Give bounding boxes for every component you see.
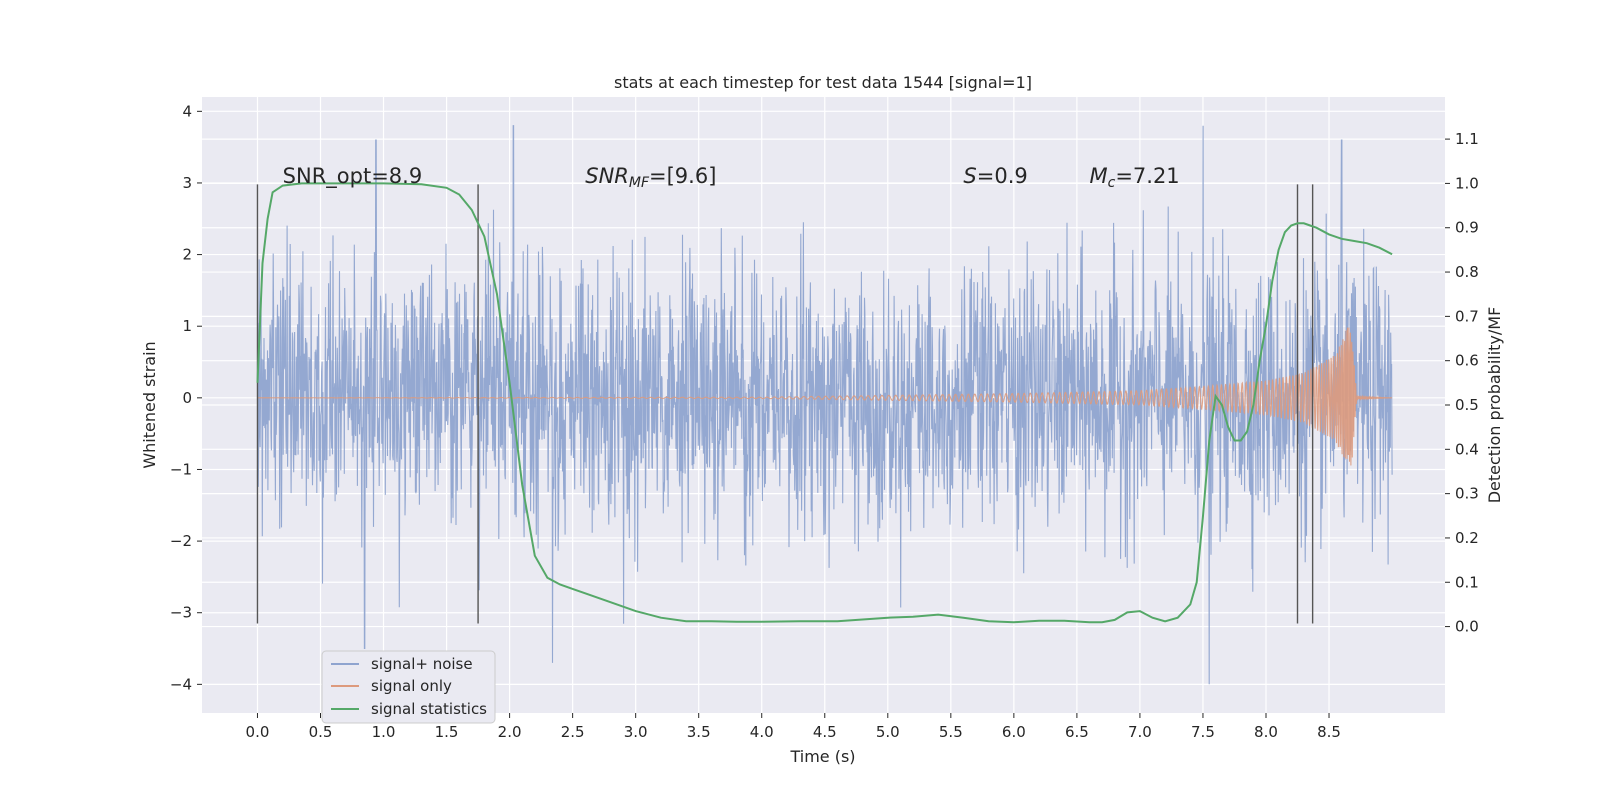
x-tick-label: 5.0: [876, 723, 900, 741]
annotation-snr-opt: SNR_opt=8.9: [283, 164, 423, 189]
x-tick-label: 0.5: [309, 723, 333, 741]
x-tick-label: 8.5: [1317, 723, 1341, 741]
y-axis-right-label: Detection probability/MF: [1485, 307, 1504, 504]
y-left-tick-label: 0: [182, 389, 192, 407]
x-tick-label: 6.5: [1065, 723, 1089, 741]
y-right-tick-label: 1.1: [1455, 130, 1479, 148]
x-tick-label: 5.5: [939, 723, 963, 741]
y-left-tick-label: −4: [170, 675, 192, 693]
x-axis-label: Time (s): [789, 747, 855, 766]
x-tick-label: 3.5: [687, 723, 711, 741]
y-right-tick-label: 0.8: [1455, 263, 1479, 281]
y-right-tick-label: 1.0: [1455, 174, 1479, 192]
legend-label-stats: signal statistics: [371, 700, 487, 718]
x-tick-label: 0.0: [246, 723, 270, 741]
annotation-snr-mf: SNRMF=[9.6]: [585, 164, 716, 191]
legend-label-noise: signal+ noise: [371, 655, 473, 673]
legend-label-signal: signal only: [371, 677, 452, 695]
x-tick-label: 8.0: [1254, 723, 1278, 741]
chart-figure: SNR_opt=8.9 SNRMF=[9.6] S=0.9 Mc=7.21 stats…: [0, 0, 1600, 800]
x-tick-label: 4.5: [813, 723, 837, 741]
y-right-tick-label: 0.1: [1455, 573, 1479, 591]
x-tick-label: 7.5: [1191, 723, 1215, 741]
x-tick-label: 4.0: [750, 723, 774, 741]
y-right-tick-label: 0.6: [1455, 352, 1479, 370]
y-right-tick-label: 0.7: [1455, 307, 1479, 325]
y-left-tick-label: −3: [170, 604, 192, 622]
annotation-s-stat: S=0.9: [963, 164, 1027, 188]
x-tick-label: 1.0: [372, 723, 396, 741]
y-right-tick-label: 0.2: [1455, 529, 1479, 547]
x-tick-label: 3.0: [624, 723, 648, 741]
x-tick-label: 2.0: [498, 723, 522, 741]
y-right-tick-label: 0.4: [1455, 440, 1479, 458]
y-axis-right-ticks: 0.0 0.1 0.2 0.3 0.4 0.5 0.6 0.7 0.8 0.9 1.0 1.1: [1445, 130, 1479, 635]
legend: signal+ noise signal only signal statist…: [322, 651, 495, 723]
y-axis-left-label: Whitened strain: [140, 341, 159, 468]
x-tick-label: 7.0: [1128, 723, 1152, 741]
y-left-tick-label: −1: [170, 460, 192, 478]
chart-title: stats at each timestep for test data 154…: [614, 73, 1032, 92]
y-right-tick-label: 0.0: [1455, 618, 1479, 636]
y-left-tick-label: 1: [182, 317, 192, 335]
y-axis-left-ticks: −4 −3 −2 −1 0 1 2 3 4: [170, 102, 202, 693]
x-tick-label: 6.0: [1002, 723, 1026, 741]
annotation-mc-stat: Mc=7.21: [1089, 164, 1179, 191]
y-right-tick-label: 0.9: [1455, 219, 1479, 237]
y-left-tick-label: −2: [170, 532, 192, 550]
y-left-tick-label: 2: [182, 246, 192, 264]
y-left-tick-label: 3: [182, 174, 192, 192]
y-left-tick-label: 4: [182, 102, 192, 120]
y-right-tick-label: 0.5: [1455, 396, 1479, 414]
x-tick-label: 2.5: [561, 723, 585, 741]
x-tick-label: 1.5: [435, 723, 459, 741]
y-right-tick-label: 0.3: [1455, 485, 1479, 503]
